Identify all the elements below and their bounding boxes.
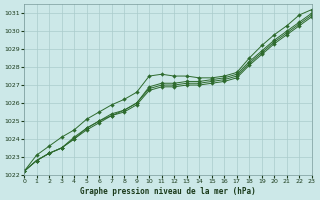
- X-axis label: Graphe pression niveau de la mer (hPa): Graphe pression niveau de la mer (hPa): [80, 187, 256, 196]
